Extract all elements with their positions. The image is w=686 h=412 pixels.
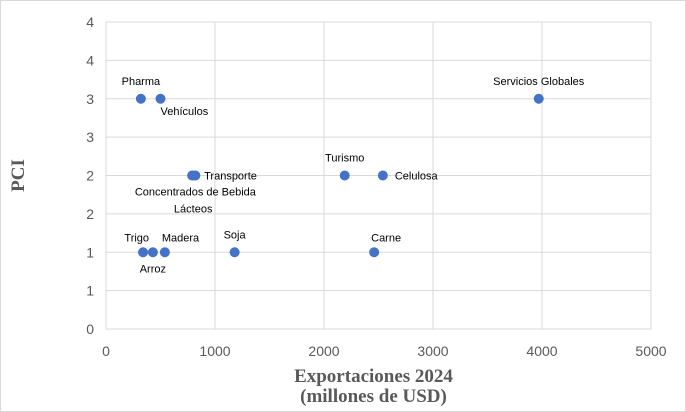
data-points [135,93,544,258]
data-point [339,170,350,181]
data-label: Turismo [325,153,364,165]
y-tick-label: 2 [86,168,94,184]
y-tick-label: 4 [86,52,94,68]
data-point [533,93,544,104]
x-tick-label: 4000 [526,343,557,359]
data-label: Carne [371,232,401,244]
data-label: Celulosa [395,171,439,183]
data-label: Concentrados de Bebida [135,187,257,199]
data-point [369,247,380,258]
data-label: Vehículos [161,106,209,118]
data-point [155,93,166,104]
data-point [188,170,199,181]
y-tick-label: 3 [86,129,94,145]
y-axis-title: PCI [8,159,29,192]
y-tick-label: 0 [86,321,94,337]
x-tick-labels: 0 1000 2000 3000 4000 5000 [102,343,667,359]
y-tick-label: 3 [86,91,94,107]
data-label: Madera [162,232,200,244]
x-tick-label: 0 [102,343,110,359]
x-tick-label: 2000 [308,343,339,359]
y-tick-label: 4 [86,14,94,30]
x-axis-title-line2: (millones de USD) [300,386,447,407]
data-point [138,247,149,258]
data-label: Lácteos [174,204,213,216]
data-label: Soja [224,229,247,241]
data-label: Arroz [140,263,166,275]
data-point [135,93,146,104]
y-tick-label: 1 [86,244,94,260]
data-label: Trigo [124,232,149,244]
data-label: Pharma [122,76,161,88]
y-tick-label: 2 [86,206,94,222]
x-axis-title-line1: Exportaciones 2024 [294,366,453,387]
data-labels: Pharma Vehículos Servicios Globales Transpo… [122,76,585,276]
data-point [377,170,388,181]
gridlines [105,21,652,330]
data-point [159,247,170,258]
data-label: Transporte [204,171,257,183]
data-label: Servicios Globales [493,76,585,88]
data-point [147,247,158,258]
x-tick-label: 3000 [417,343,448,359]
y-tick-label: 1 [86,283,94,299]
y-tick-labels: 0 1 1 2 2 3 3 4 4 [86,14,94,337]
data-point [229,247,240,258]
x-tick-label: 1000 [199,343,230,359]
x-tick-label: 5000 [635,343,666,359]
